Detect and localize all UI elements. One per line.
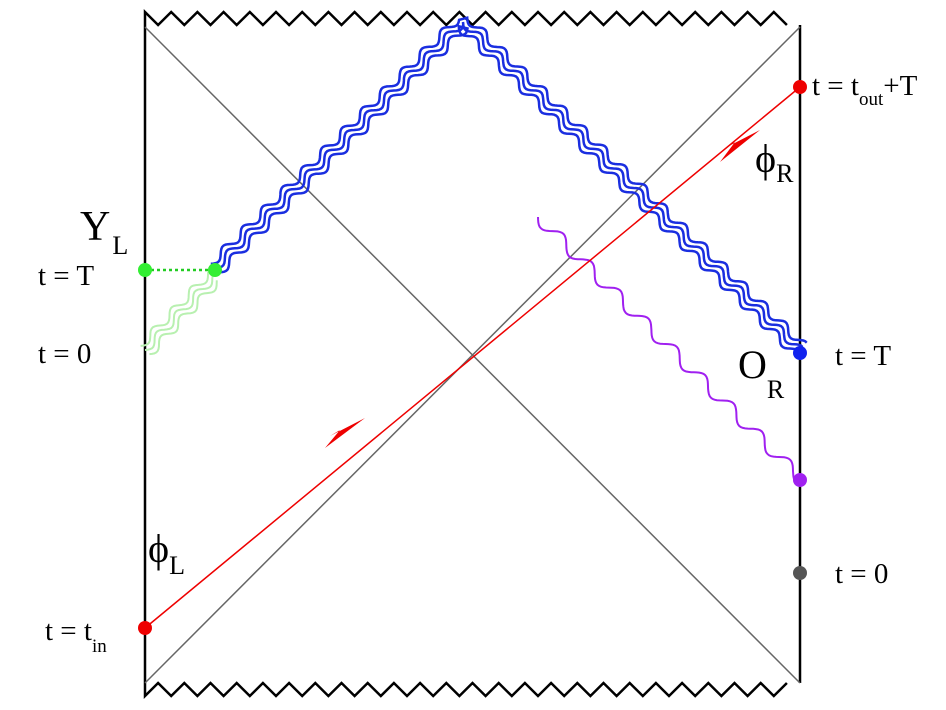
point [138, 263, 152, 277]
label: OR [738, 342, 785, 404]
label: t = T [835, 340, 891, 372]
label: t = tin [45, 615, 107, 657]
bottom-singularity [143, 681, 788, 700]
label: YL [80, 204, 128, 260]
label: t = 0 [835, 558, 888, 590]
wavy-line [219, 24, 800, 353]
signal-ray [144, 86, 801, 629]
label: t = 0 [38, 338, 91, 370]
wavy-line [149, 280, 218, 356]
wavy-line [214, 21, 804, 348]
label: ϕR [755, 136, 794, 188]
wavy-line [140, 271, 210, 347]
waves [140, 16, 808, 482]
point [208, 263, 222, 277]
top-singularity [143, 8, 788, 27]
arrow [325, 418, 365, 448]
point [793, 473, 807, 487]
point [793, 346, 807, 360]
label: ϕL [148, 526, 185, 580]
label: t = tout+T [812, 70, 918, 110]
point [793, 80, 807, 94]
point [793, 566, 807, 580]
arrow [720, 130, 760, 162]
horizon [144, 26, 801, 684]
wavy-line [210, 16, 808, 344]
wavy-line [537, 216, 796, 482]
label: t = T [38, 260, 94, 292]
point [138, 621, 152, 635]
wavy-line [144, 276, 214, 351]
